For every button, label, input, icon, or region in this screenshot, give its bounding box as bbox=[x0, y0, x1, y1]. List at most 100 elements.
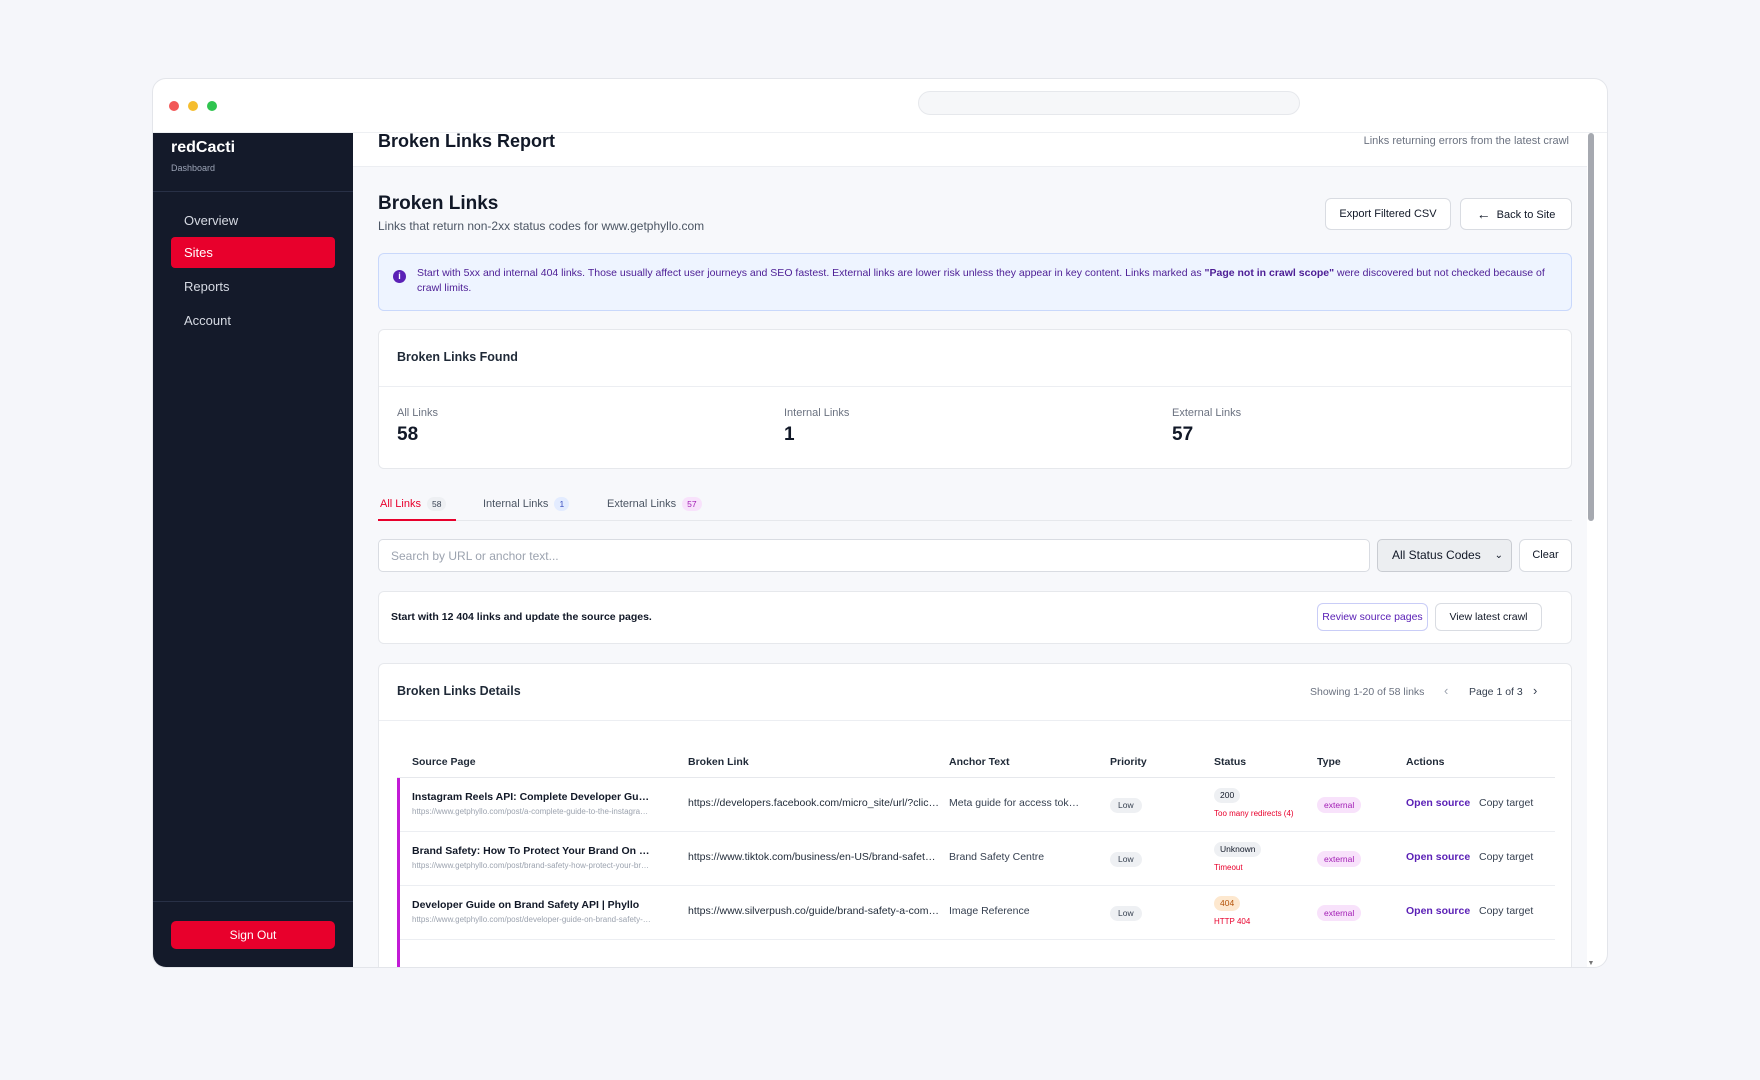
row-indicator bbox=[397, 940, 400, 967]
stats-card-title: Broken Links Found bbox=[397, 350, 518, 364]
source-page-title: Developer Guide on Brand Safety API | Ph… bbox=[412, 899, 640, 911]
stat-label-all: All Links bbox=[397, 407, 438, 419]
copy-target-link[interactable]: Copy target bbox=[1479, 905, 1534, 917]
back-to-site-button[interactable]: ← Back to Site bbox=[1460, 198, 1572, 230]
column-header-broken-link: Broken Link bbox=[688, 756, 749, 768]
info-highlight: "Page not in crawl scope" bbox=[1204, 267, 1335, 279]
vertical-scrollbar[interactable]: ▼ bbox=[1587, 133, 1595, 967]
title-bar bbox=[153, 79, 1607, 133]
stat-value-all: 58 bbox=[397, 424, 419, 445]
status-note: Timeout bbox=[1214, 863, 1243, 872]
card-divider bbox=[379, 720, 1571, 721]
open-source-link[interactable]: Open source bbox=[1406, 851, 1471, 863]
source-page-url: https://www.getphyllo.com/post/a-complet… bbox=[412, 807, 652, 816]
review-source-pages-button[interactable]: Review source pages bbox=[1317, 603, 1428, 631]
previous-page-icon[interactable]: ‹ bbox=[1444, 683, 1449, 698]
stat-label-external: External Links bbox=[1172, 407, 1242, 419]
status-badge: 200 bbox=[1214, 788, 1241, 803]
brand-subtitle: Dashboard bbox=[171, 163, 216, 173]
broken-link-url[interactable]: https://www.tiktok.com/business/en-US/br… bbox=[688, 851, 940, 863]
status-code-select[interactable]: All Status Codes ⌄ bbox=[1377, 539, 1512, 572]
sidebar-divider bbox=[153, 901, 353, 902]
tab-count-badge: 1 bbox=[554, 497, 570, 511]
priority-badge: Low bbox=[1110, 798, 1142, 813]
export-csv-button[interactable]: Export Filtered CSV bbox=[1325, 198, 1451, 230]
tab-all-links[interactable]: All Links 58 bbox=[380, 497, 447, 511]
next-page-icon[interactable]: › bbox=[1533, 683, 1538, 698]
open-source-link[interactable]: Open source bbox=[1406, 905, 1471, 917]
row-indicator bbox=[397, 832, 400, 886]
copy-target-link[interactable]: Copy target bbox=[1479, 797, 1534, 809]
scroll-down-icon[interactable]: ▼ bbox=[1587, 960, 1595, 967]
stats-card: Broken Links Found All Links 58 Internal… bbox=[378, 329, 1572, 469]
close-window-button[interactable] bbox=[169, 101, 179, 111]
tabs-divider bbox=[378, 520, 1572, 521]
action-hint-text: Start with 12 404 links and update the s… bbox=[391, 611, 652, 623]
sidebar-item-sites[interactable]: Sites bbox=[171, 237, 335, 268]
type-badge: external bbox=[1317, 905, 1362, 921]
status-badge: Unknown bbox=[1214, 842, 1262, 857]
tab-external-links[interactable]: External Links 57 bbox=[607, 497, 702, 511]
search-input[interactable]: Search by URL or anchor text... bbox=[378, 539, 1370, 572]
page-subtitle: Links returning errors from the latest c… bbox=[1363, 135, 1569, 147]
status-badge: 404 bbox=[1214, 896, 1241, 911]
sidebar: redCacti Dashboard Overview Sites Report… bbox=[153, 133, 353, 967]
top-bar: Broken Links Report Links returning erro… bbox=[353, 133, 1595, 167]
sign-out-button[interactable]: Sign Out bbox=[171, 921, 335, 949]
card-divider bbox=[379, 386, 1571, 387]
sidebar-item-reports[interactable]: Reports bbox=[184, 279, 230, 294]
column-header-priority: Priority bbox=[1110, 756, 1147, 768]
type-badge: external bbox=[1317, 851, 1362, 867]
table-header-divider bbox=[397, 777, 1555, 778]
broken-links-table-card: Broken Links Details Showing 1-20 of 58 … bbox=[378, 663, 1572, 967]
anchor-text: Brand Safety Centre bbox=[949, 851, 1045, 863]
table-row[interactable]: Developer Guide on Brand Safety API | Ph… bbox=[397, 886, 1555, 940]
table-row[interactable]: Instagram Reels API: Complete Developer … bbox=[397, 778, 1555, 832]
table-row[interactable]: Brand Safety: How To Protect Your Brand … bbox=[397, 832, 1555, 886]
tab-internal-links[interactable]: Internal Links 1 bbox=[483, 497, 570, 511]
minimize-window-button[interactable] bbox=[188, 101, 198, 111]
tab-count-badge: 57 bbox=[682, 497, 702, 511]
open-source-link[interactable]: Open source bbox=[1406, 797, 1471, 809]
broken-link-url[interactable]: https://developers.facebook.com/micro_si… bbox=[688, 797, 940, 809]
table-row[interactable] bbox=[397, 940, 1555, 967]
row-indicator bbox=[397, 778, 400, 832]
table-title: Broken Links Details bbox=[397, 684, 521, 698]
brand-logo: redCacti bbox=[171, 139, 236, 156]
clear-button[interactable]: Clear bbox=[1519, 539, 1572, 572]
arrow-left-icon: ← bbox=[1476, 206, 1491, 222]
sidebar-item-account[interactable]: Account bbox=[184, 313, 231, 328]
broken-link-url[interactable]: https://www.silverpush.co/guide/brand-sa… bbox=[688, 905, 940, 917]
info-text: Start with 5xx and internal 404 links. T… bbox=[417, 267, 1545, 294]
address-bar[interactable] bbox=[918, 91, 1300, 115]
source-page-url: https://www.getphyllo.com/post/brand-saf… bbox=[412, 861, 652, 870]
stat-label-internal: Internal Links bbox=[784, 407, 850, 419]
tab-count-badge: 58 bbox=[426, 497, 447, 511]
active-tab-indicator bbox=[378, 519, 456, 521]
action-hint-card: Start with 12 404 links and update the s… bbox=[378, 591, 1572, 644]
column-header-type: Type bbox=[1317, 756, 1341, 768]
sidebar-divider bbox=[153, 191, 353, 192]
maximize-window-button[interactable] bbox=[207, 101, 217, 111]
priority-badge: Low bbox=[1110, 906, 1142, 921]
scrollbar-thumb[interactable] bbox=[1588, 133, 1594, 521]
sidebar-item-overview[interactable]: Overview bbox=[184, 213, 239, 228]
pagination-page: Page 1 of 3 bbox=[1469, 686, 1523, 698]
browser-window: redCacti Dashboard Overview Sites Report… bbox=[152, 78, 1608, 968]
stat-value-internal: 1 bbox=[784, 424, 795, 445]
section-subtitle: Links that return non-2xx status codes f… bbox=[378, 219, 705, 233]
type-badge: external bbox=[1317, 797, 1362, 813]
column-header-actions: Actions bbox=[1406, 756, 1445, 768]
column-header-status: Status bbox=[1214, 756, 1247, 768]
pagination-summary: Showing 1-20 of 58 links bbox=[1310, 686, 1425, 698]
stat-value-external: 57 bbox=[1172, 424, 1194, 445]
status-note: HTTP 404 bbox=[1214, 917, 1251, 926]
anchor-text: Meta guide for access tokens bbox=[949, 797, 1081, 809]
status-note: Too many redirects (4) bbox=[1214, 809, 1294, 818]
info-icon: i bbox=[393, 270, 406, 283]
anchor-text: Image Reference bbox=[949, 905, 1030, 917]
view-latest-crawl-button[interactable]: View latest crawl bbox=[1435, 603, 1542, 631]
row-indicator bbox=[397, 886, 400, 940]
copy-target-link[interactable]: Copy target bbox=[1479, 851, 1534, 863]
main-content: Broken Links Report Links returning erro… bbox=[353, 133, 1595, 967]
